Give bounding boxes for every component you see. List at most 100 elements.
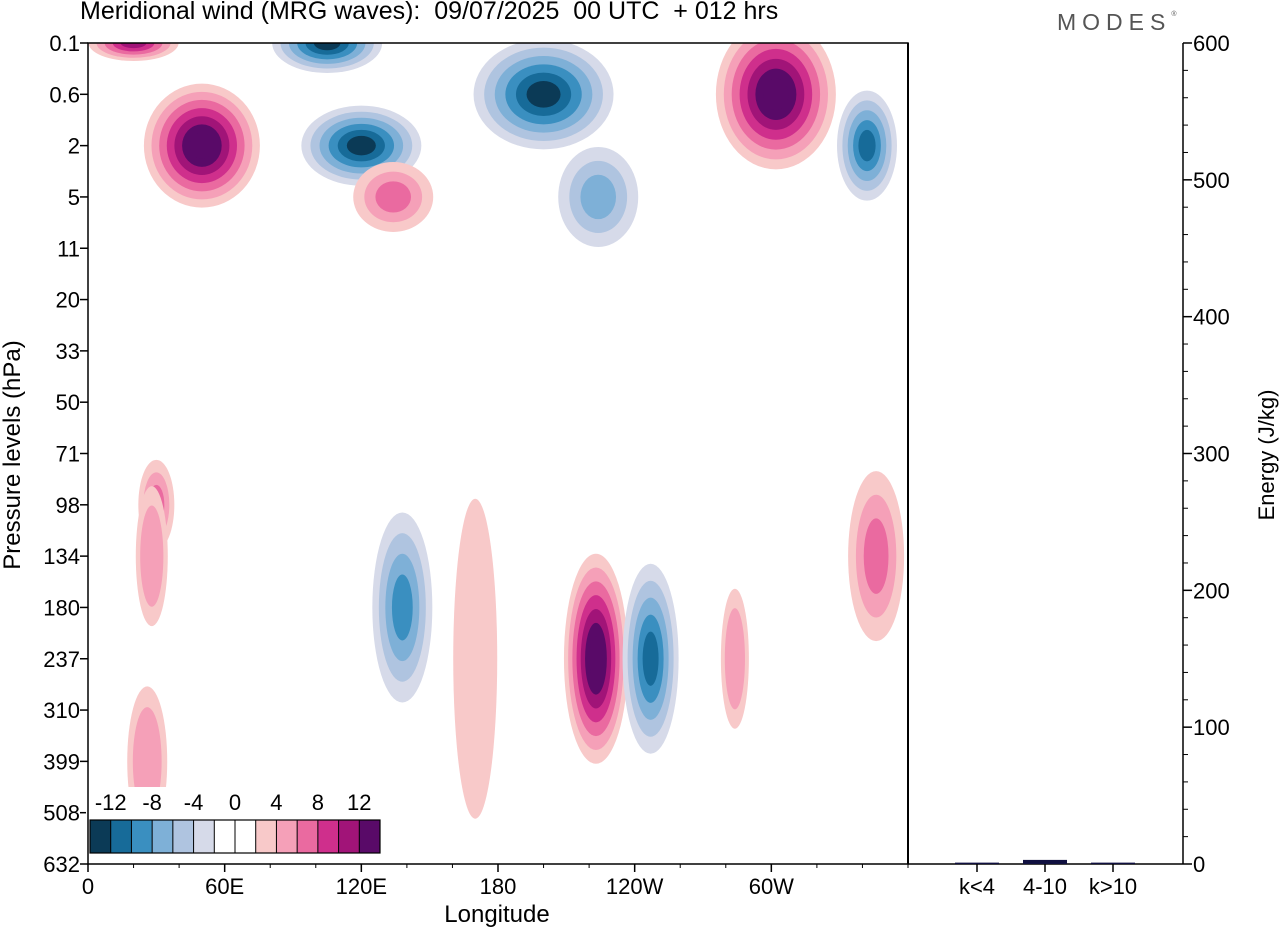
y-tick-label: 0.6 <box>49 82 80 107</box>
colorbar-tick-label: 0 <box>229 790 241 815</box>
energy-background <box>908 43 1183 864</box>
wind-feature <box>720 588 749 729</box>
energy-bar <box>1023 859 1067 864</box>
wind-contour-band <box>863 518 889 594</box>
brand-text: MODES <box>1057 9 1172 35</box>
y-tick-label: 399 <box>43 749 80 774</box>
chart-title: Meridional wind (MRG waves): 09/07/2025 … <box>80 0 779 25</box>
x-axis: 0 60E 120E 180 120W 60W <box>82 864 909 899</box>
energy-category-label: k<4 <box>959 874 995 899</box>
y-tick-label: 50 <box>56 390 80 415</box>
wind-contour-band <box>189 132 215 159</box>
wind-contour-band <box>642 631 659 686</box>
colorbar-swatch <box>110 820 132 853</box>
wind-feature <box>453 498 498 819</box>
colorbar-swatch <box>338 820 360 853</box>
energy-panel: 0 100 200 300 400 500 600 k<4 4-10 k>10 <box>907 31 1230 899</box>
wind-contour-band <box>391 574 413 641</box>
y-tick-label: 20 <box>56 288 80 313</box>
y-tick-label: 98 <box>56 493 80 518</box>
wind-contour-band <box>526 81 561 108</box>
colorbar-swatch <box>90 820 111 853</box>
y-tick-label: 632 <box>43 852 80 877</box>
x-tick-label: 60E <box>205 874 244 899</box>
wind-feature <box>558 146 639 247</box>
wind-feature <box>88 43 179 61</box>
energy-axis-label: Energy (J/kg) <box>1254 390 1279 521</box>
y-tick-label: 310 <box>43 698 80 723</box>
energy-tick-label: 600 <box>1193 31 1230 56</box>
x-tick-label: 60W <box>749 874 794 899</box>
x-tick-label: 120W <box>606 874 664 899</box>
y-tick-label: 2 <box>68 134 80 159</box>
wind-feature <box>372 512 433 703</box>
energy-tick-label: 500 <box>1193 168 1230 193</box>
y-tick-label: 71 <box>56 442 80 467</box>
wind-contour-band <box>580 174 617 220</box>
energy-tick-label: 200 <box>1193 578 1230 603</box>
wind-contour-band <box>858 129 876 162</box>
wind-feature <box>622 563 679 754</box>
brand-logo: MODES® <box>1057 9 1177 36</box>
y-tick-label: 0.1 <box>49 31 80 56</box>
colorbar-swatch <box>317 820 339 853</box>
y-tick-label: 508 <box>43 801 80 826</box>
wind-contour-band <box>453 498 498 819</box>
colorbar-swatch <box>235 820 256 853</box>
colorbar-swatch <box>359 820 380 853</box>
colorbar-swatch <box>172 820 194 853</box>
wind-contour-band <box>313 43 341 51</box>
colorbar-border <box>89 819 381 854</box>
colorbar-tick-label: 12 <box>347 790 371 815</box>
colorbar-swatch <box>131 820 153 853</box>
wind-contour-band <box>375 181 412 213</box>
y-tick-label: 180 <box>43 595 80 620</box>
wind-feature <box>353 161 434 232</box>
energy-tick-label: 100 <box>1193 715 1230 740</box>
energy-category-label: k>10 <box>1089 874 1137 899</box>
energy-bar <box>1091 862 1135 864</box>
colorbar-swatch <box>193 820 215 853</box>
x-axis-label: Longitude <box>444 901 549 928</box>
wind-contours <box>88 43 905 837</box>
y-axis: 0.1 0.6 2 5 11 20 33 50 71 98 134 180 237 310 399 508 63… <box>43 31 88 877</box>
colorbar-swatch <box>255 820 277 853</box>
wind-feature <box>563 553 628 764</box>
x-tick-label: 120E <box>336 874 387 899</box>
wind-feature <box>715 43 836 170</box>
wind-feature <box>837 90 897 201</box>
colorbar-tick-label: -8 <box>142 790 162 815</box>
y-tick-label: 237 <box>43 647 80 672</box>
energy-category-label: 4-10 <box>1023 874 1067 899</box>
colorbar-swatch <box>297 820 318 853</box>
wind-feature <box>848 471 905 642</box>
colorbar: -12 -8 -4 0 4 8 12 <box>86 787 386 859</box>
y-tick-label: 134 <box>43 544 80 569</box>
colorbar-swatch <box>214 820 235 853</box>
colorbar-swatch <box>152 820 173 853</box>
x-tick-label: 180 <box>480 874 517 899</box>
colorbar-tick-label: 4 <box>270 790 282 815</box>
wind-contour-band <box>763 78 789 111</box>
wind-contour-band <box>589 636 603 681</box>
energy-tick-label: 400 <box>1193 305 1230 330</box>
wind-feature <box>473 43 614 150</box>
wind-contour-band <box>724 608 745 710</box>
colorbar-tick-label: -12 <box>95 790 127 815</box>
wind-contour-band <box>346 135 376 156</box>
wind-feature <box>143 83 260 208</box>
y-tick-label: 5 <box>68 185 80 210</box>
wind-contour-band <box>120 43 147 49</box>
energy-bar <box>955 862 999 864</box>
colorbar-tick-label: 8 <box>312 790 324 815</box>
x-tick-label: 0 <box>82 874 94 899</box>
wind-feature <box>135 486 168 627</box>
colorbar-swatch <box>276 820 298 853</box>
registered-mark: ® <box>1171 11 1177 18</box>
y-tick-label: 11 <box>57 236 80 261</box>
energy-tick-label: 0 <box>1193 852 1205 877</box>
wind-feature <box>272 43 383 73</box>
wind-contour-band <box>140 505 164 607</box>
y-tick-label: 33 <box>56 339 80 364</box>
